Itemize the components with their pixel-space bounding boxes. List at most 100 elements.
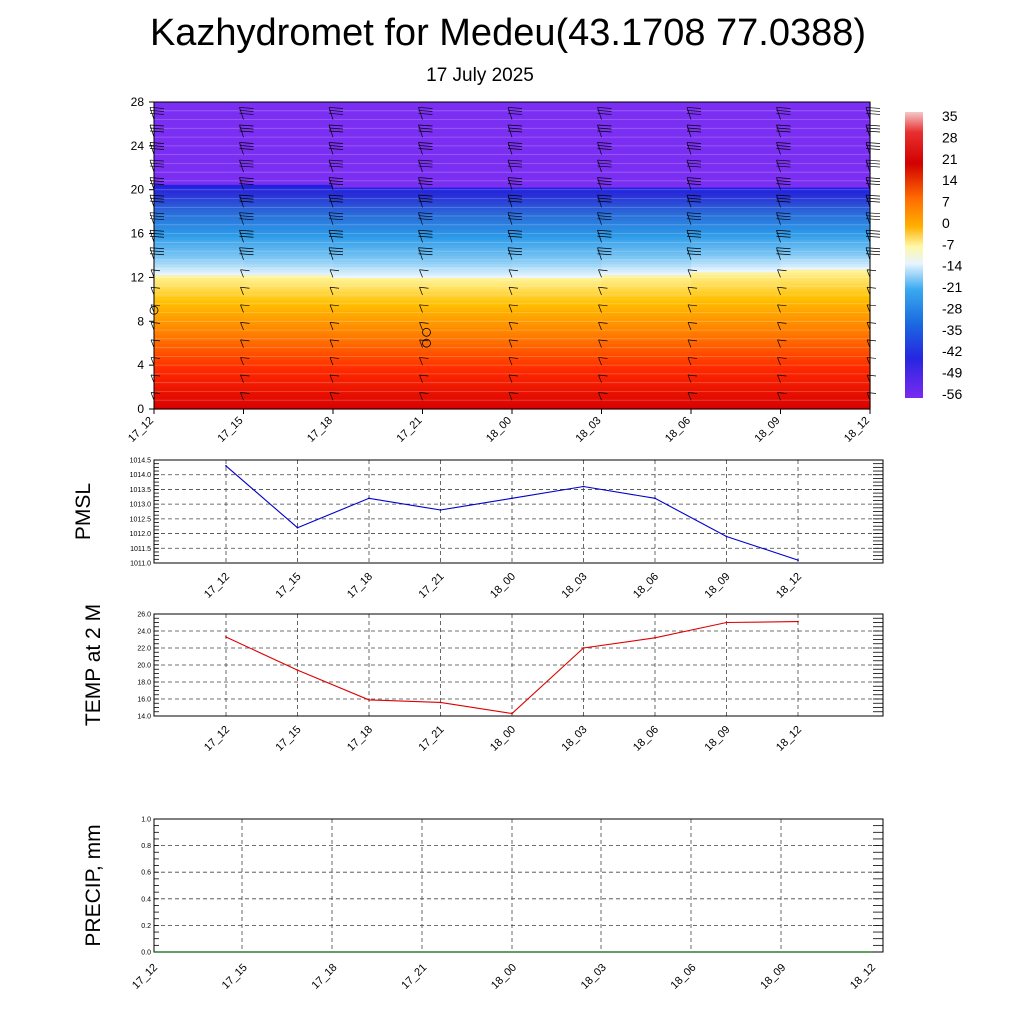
heatmap-cell <box>333 351 424 355</box>
xtick-label: 18_12 <box>848 962 878 992</box>
wind-barb-flag <box>686 162 702 165</box>
wind-barb-flag <box>507 250 523 253</box>
heatmap-cell <box>154 151 245 155</box>
heatmap-cell <box>691 241 782 246</box>
heatmap-cell <box>691 156 782 161</box>
wind-barb-flag <box>598 269 608 272</box>
data-point <box>511 497 513 500</box>
heatmap-cell <box>780 203 871 207</box>
wind-barb-flag <box>240 304 250 307</box>
heatmap-cell <box>780 151 871 155</box>
wind-barb-staff <box>598 304 602 313</box>
heatmap-cell <box>512 403 603 407</box>
wind-barb-flag <box>507 253 523 256</box>
heatmap-cell <box>243 159 334 163</box>
wind-barb-flag <box>150 374 161 377</box>
heatmap-cell <box>154 345 245 350</box>
heatmap-cell <box>333 332 424 336</box>
heatmap-cell <box>512 102 603 106</box>
heatmap-cell <box>154 217 245 221</box>
wind-barb-flag <box>328 127 344 130</box>
heatmap-cell <box>333 329 424 333</box>
heatmap-cell <box>691 326 782 331</box>
heatmap-cell <box>601 367 692 372</box>
heatmap-cell <box>154 313 245 317</box>
data-point <box>368 699 370 701</box>
wind-barb-flag <box>507 165 523 168</box>
heatmap-cell <box>154 381 245 385</box>
heatmap-cell <box>512 406 603 410</box>
heatmap-cell <box>422 356 513 361</box>
wind-barb-flag <box>418 142 433 144</box>
wind-barb-flag <box>328 177 344 179</box>
wind-barb-flag <box>239 183 254 185</box>
heatmap-cell <box>154 110 245 114</box>
wind-barb-flag <box>328 232 344 235</box>
heatmap-cell <box>691 184 782 188</box>
wind-barb-flag <box>239 235 254 238</box>
heatmap-cell <box>422 156 513 161</box>
heatmap-cell <box>691 299 782 303</box>
wind-barb-flag <box>776 250 791 253</box>
heatmap-cell <box>512 154 603 158</box>
wind-barb-flag <box>239 229 254 232</box>
heatmap-cell <box>333 222 424 226</box>
heatmap-cell <box>512 362 603 366</box>
wind-barb-flag <box>865 247 881 250</box>
heatmap-xtick-label: 18_00 <box>484 415 514 445</box>
heatmap-cell <box>333 367 424 372</box>
heatmap-cell <box>243 115 334 120</box>
colorbar-label: 7 <box>942 194 950 210</box>
wind-barb-flag <box>239 142 254 144</box>
xtick-label: 17_18 <box>345 571 375 601</box>
heatmap-ytick-label: 12 <box>131 270 145 284</box>
heatmap-cell <box>691 228 782 232</box>
wind-barb-flag <box>328 145 344 147</box>
wind-barb-flag <box>776 180 791 182</box>
heatmap-cell <box>601 189 692 194</box>
xtick-label: 17_21 <box>399 962 429 992</box>
wind-barb-flag <box>239 107 254 109</box>
heatmap-cell <box>422 400 513 405</box>
heatmap-cell <box>512 318 603 322</box>
heatmap-cell <box>780 359 871 363</box>
heatmap-cell <box>601 293 692 298</box>
heatmap-cell <box>780 351 871 355</box>
wind-barb-flag <box>776 162 791 165</box>
heatmap-cell <box>780 340 871 344</box>
heatmap-cell <box>691 293 782 298</box>
heatmap-cell <box>154 230 245 235</box>
heatmap-cell <box>154 239 245 243</box>
heatmap-cell <box>691 282 782 287</box>
heatmap-cell <box>601 263 692 268</box>
wind-barb-flag <box>597 235 612 238</box>
heatmap-cell <box>243 269 334 273</box>
heatmap-cell <box>691 351 782 355</box>
y-axis-title: TEMP at 2 M <box>82 604 105 726</box>
data-point <box>368 497 370 500</box>
colorbar-label: -7 <box>942 236 955 252</box>
wind-barb-flag <box>240 374 250 377</box>
heatmap-cell <box>333 192 424 196</box>
heatmap-cell <box>512 140 603 144</box>
heatmap-cell <box>154 304 245 309</box>
xtick-label: 18_03 <box>579 962 609 992</box>
wind-barb-flag <box>866 357 877 359</box>
heatmap-cell <box>422 266 513 270</box>
wind-barb-flag <box>865 159 881 162</box>
wind-barb-staff <box>687 304 692 313</box>
heatmap-cell <box>601 403 692 407</box>
heatmap-cell <box>512 337 603 342</box>
ytick-label: 1012.0 <box>130 531 152 538</box>
heatmap-cell <box>512 181 603 185</box>
heatmap-cell <box>601 162 692 166</box>
wind-barb-flag <box>239 113 254 115</box>
wind-barb-flag <box>776 177 791 179</box>
heatmap-cell <box>154 337 245 342</box>
heatmap-cell <box>333 378 424 383</box>
heatmap-cell <box>422 250 513 254</box>
heatmap-cell <box>601 291 692 295</box>
heatmap-cell <box>243 277 334 281</box>
wind-barb-flag <box>418 110 433 112</box>
heatmap-cell <box>154 219 245 224</box>
